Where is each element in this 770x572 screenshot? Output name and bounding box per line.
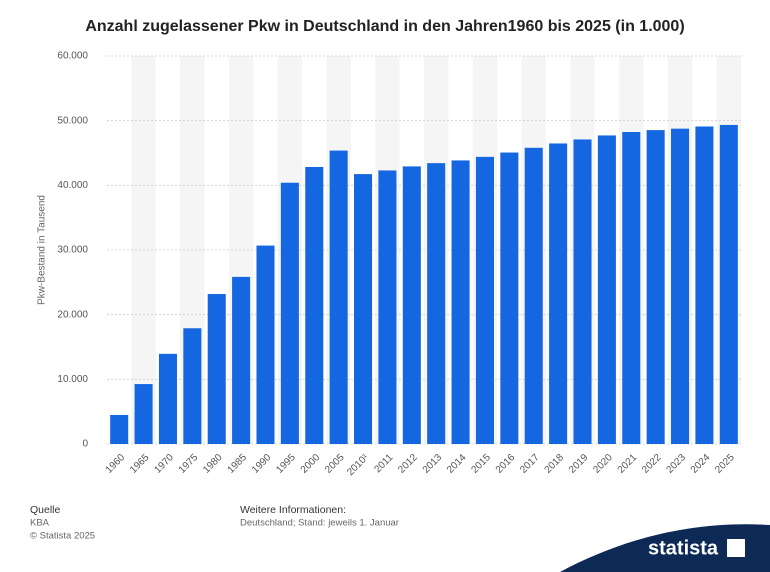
x-tick-label: 2011 (372, 452, 395, 475)
bar (134, 384, 153, 444)
x-tick-label: 1990 (250, 452, 274, 476)
bar (549, 143, 568, 444)
y-tick-label: 60.000 (57, 51, 88, 62)
y-tick-label: 50.000 (57, 115, 88, 126)
logo-icon (727, 539, 745, 557)
x-tick-label: 2005 (323, 452, 347, 476)
bar (573, 139, 592, 444)
x-tick-label: 2022 (640, 452, 664, 476)
bar (305, 166, 324, 444)
bar (207, 294, 226, 444)
x-tick-label: 1980 (201, 452, 225, 476)
source-heading: Quelle (30, 504, 61, 516)
logo-wave (560, 524, 770, 572)
y-tick-label: 20.000 (57, 309, 88, 320)
bar (378, 170, 397, 444)
x-tick-label: 2017 (518, 452, 542, 476)
x-tick-label: 1985 (226, 452, 250, 476)
bar (524, 147, 543, 445)
y-tick-label: 40.000 (57, 180, 88, 191)
x-tick-label: 1960 (104, 452, 128, 476)
bar (695, 126, 714, 444)
x-tick-label: 2021 (616, 452, 640, 476)
bar (719, 124, 738, 444)
x-tick-label: 2000 (299, 452, 323, 476)
x-tick-label: 2016 (494, 452, 518, 476)
bar (329, 150, 348, 444)
info-heading: Weitere Informationen: (240, 504, 346, 516)
x-tick-label: 1975 (177, 452, 201, 476)
x-tick-label: 1965 (128, 452, 152, 476)
y-tick-label: 30.000 (57, 245, 88, 256)
x-tick-label: 1970 (152, 452, 176, 476)
bar (256, 245, 275, 444)
x-tick-label: 2013 (421, 452, 445, 476)
bar (110, 414, 129, 444)
bar (622, 131, 641, 444)
x-tick-label: 2020 (591, 452, 615, 476)
x-tick-label: 2024 (689, 452, 713, 476)
x-tick-label: 2018 (543, 452, 567, 476)
y-axis-label: Pkw-Bestand in Tausend (37, 195, 48, 305)
y-tick-label: 10.000 (57, 374, 88, 385)
x-tick-label: 2025 (713, 452, 737, 476)
bar (354, 174, 373, 444)
bar (500, 152, 519, 444)
bar (475, 156, 494, 444)
x-tick-label: 2023 (665, 452, 689, 476)
bar (671, 128, 690, 444)
x-tick-label: 2014 (445, 452, 469, 476)
x-tick-label: 2015 (469, 452, 493, 476)
bar (183, 328, 202, 444)
chart-title: Anzahl zugelassener Pkw in Deutschland i… (85, 18, 684, 35)
x-tick-label: 2012 (396, 452, 420, 476)
bar (280, 182, 299, 444)
bar (451, 160, 470, 444)
x-tick-label: 2010¹ (345, 452, 371, 478)
bar (597, 135, 616, 445)
bar (158, 353, 177, 444)
bar (427, 163, 446, 445)
bar (646, 130, 665, 444)
bar (402, 166, 421, 444)
x-tick-label: 2019 (567, 452, 591, 476)
copyright: © Statista 2025 (30, 531, 95, 542)
source: KBA (30, 518, 50, 529)
info: Deutschland; Stand: jeweils 1. Januar (240, 518, 399, 529)
logo: statista (648, 537, 719, 559)
bar (232, 276, 251, 444)
y-tick-label: 0 (82, 439, 88, 450)
x-tick-label: 1995 (274, 452, 298, 476)
